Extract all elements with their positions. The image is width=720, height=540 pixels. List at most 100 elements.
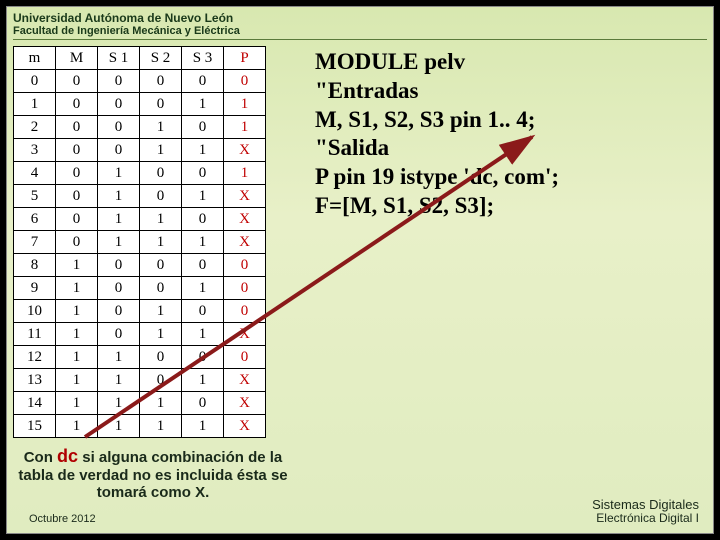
cell: 0 xyxy=(56,70,98,93)
cell-m: 14 xyxy=(14,392,56,415)
table-row: 30011X xyxy=(14,139,266,162)
cell: 1 xyxy=(56,300,98,323)
cell-m: 6 xyxy=(14,208,56,231)
cell: 0 xyxy=(140,254,182,277)
cell-p: 0 xyxy=(224,277,266,300)
table-row: 000000 xyxy=(14,70,266,93)
table-row: 141110X xyxy=(14,392,266,415)
cell-m: 0 xyxy=(14,70,56,93)
truth-table: m M S 1 S 2 S 3 P 0000001000112001013001… xyxy=(13,46,266,438)
cell: 1 xyxy=(140,139,182,162)
code-line-2: "Entradas xyxy=(315,77,701,106)
cell: 0 xyxy=(56,208,98,231)
code-line-4: "Salida xyxy=(315,134,701,163)
cell: 0 xyxy=(56,162,98,185)
footer-course: Sistemas Digitales Electrónica Digital I xyxy=(592,498,699,525)
cell-m: 7 xyxy=(14,231,56,254)
cell: 0 xyxy=(182,300,224,323)
cell: 0 xyxy=(98,323,140,346)
table-row: 131101X xyxy=(14,369,266,392)
cell: 1 xyxy=(140,208,182,231)
cell: 0 xyxy=(140,369,182,392)
cell-p: X xyxy=(224,139,266,162)
cell-m: 4 xyxy=(14,162,56,185)
cell-p: 1 xyxy=(224,116,266,139)
cell: 1 xyxy=(182,415,224,438)
caption-pre: Con xyxy=(24,449,57,466)
cell: 0 xyxy=(56,116,98,139)
cell: 0 xyxy=(56,231,98,254)
cell: 0 xyxy=(182,254,224,277)
course-line-1: Sistemas Digitales xyxy=(592,498,699,512)
table-row: 100011 xyxy=(14,93,266,116)
cell-p: X xyxy=(224,369,266,392)
cell: 0 xyxy=(56,93,98,116)
cell-m: 1 xyxy=(14,93,56,116)
cell: 1 xyxy=(56,392,98,415)
table-row: 50101X xyxy=(14,185,266,208)
cell: 0 xyxy=(98,254,140,277)
cell: 0 xyxy=(56,139,98,162)
header-rule xyxy=(13,39,707,40)
code-line-1: MODULE pelv xyxy=(315,48,701,77)
cell: 0 xyxy=(182,162,224,185)
cell: 0 xyxy=(182,392,224,415)
cell: 0 xyxy=(182,346,224,369)
code-block: MODULE pelv "Entradas M, S1, S2, S3 pin … xyxy=(293,46,707,501)
cell-m: 2 xyxy=(14,116,56,139)
table-row: 401001 xyxy=(14,162,266,185)
cell: 0 xyxy=(140,185,182,208)
cell-p: X xyxy=(224,208,266,231)
cell: 1 xyxy=(182,139,224,162)
cell: 0 xyxy=(98,300,140,323)
table-row: 1211000 xyxy=(14,346,266,369)
cell: 0 xyxy=(98,70,140,93)
cell: 1 xyxy=(182,231,224,254)
cell: 0 xyxy=(140,70,182,93)
table-row: 200101 xyxy=(14,116,266,139)
cell-p: 1 xyxy=(224,93,266,116)
cell-m: 3 xyxy=(14,139,56,162)
col-S2: S 2 xyxy=(140,47,182,70)
cell: 1 xyxy=(98,369,140,392)
cell-m: 13 xyxy=(14,369,56,392)
cell: 1 xyxy=(182,185,224,208)
table-caption: Con dc si alguna combinación de la tabla… xyxy=(13,446,293,501)
cell: 1 xyxy=(98,346,140,369)
cell: 1 xyxy=(140,300,182,323)
cell: 0 xyxy=(140,277,182,300)
cell-m: 11 xyxy=(14,323,56,346)
cell: 1 xyxy=(182,323,224,346)
faculty-name: Facultad de Ingeniería Mecánica y Eléctr… xyxy=(13,25,707,37)
cell: 0 xyxy=(98,93,140,116)
table-row: 910010 xyxy=(14,277,266,300)
cell-p: X xyxy=(224,323,266,346)
cell: 0 xyxy=(140,162,182,185)
cell-p: 0 xyxy=(224,300,266,323)
cell: 1 xyxy=(98,185,140,208)
cell: 1 xyxy=(140,415,182,438)
cell: 1 xyxy=(56,254,98,277)
col-M: M xyxy=(56,47,98,70)
cell: 1 xyxy=(56,369,98,392)
cell: 0 xyxy=(182,208,224,231)
university-name: Universidad Autónoma de Nuevo León xyxy=(13,11,707,25)
cell: 0 xyxy=(98,116,140,139)
cell-m: 8 xyxy=(14,254,56,277)
cell: 1 xyxy=(98,208,140,231)
col-P: P xyxy=(224,47,266,70)
table-row: 70111X xyxy=(14,231,266,254)
cell-p: X xyxy=(224,231,266,254)
cell: 1 xyxy=(182,277,224,300)
cell: 1 xyxy=(140,116,182,139)
table-row: 60110X xyxy=(14,208,266,231)
code-line-6: F=[M, S1, S2, S3]; xyxy=(315,192,701,221)
slide-header: Universidad Autónoma de Nuevo León Facul… xyxy=(7,7,713,46)
cell: 1 xyxy=(140,323,182,346)
cell-m: 9 xyxy=(14,277,56,300)
cell: 1 xyxy=(56,323,98,346)
cell-p: 1 xyxy=(224,162,266,185)
cell: 0 xyxy=(182,116,224,139)
cell-m: 5 xyxy=(14,185,56,208)
cell-p: 0 xyxy=(224,254,266,277)
